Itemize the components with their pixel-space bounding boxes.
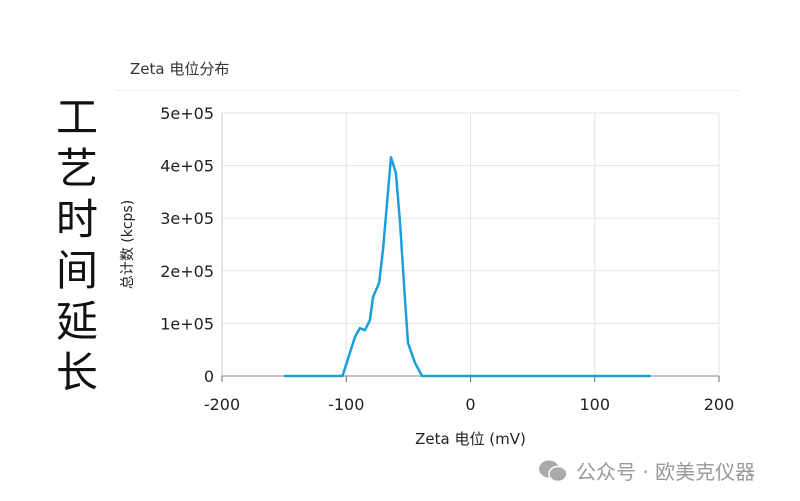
x-tick-label: -200: [204, 395, 240, 414]
wechat-icon: [539, 460, 568, 482]
side-label: 工艺时间延长: [55, 93, 98, 397]
x-tick-label: 200: [704, 395, 735, 414]
y-tick-label: 4e+05: [160, 157, 214, 176]
watermark-text: 公众号 · 欧美克仪器: [576, 460, 756, 484]
series-line: [284, 155, 651, 378]
y-tick-label: 0: [204, 367, 214, 386]
y-axis-label: 总计数 (kcps): [120, 200, 136, 289]
divider: [115, 90, 740, 91]
x-tick-label: -100: [328, 395, 364, 414]
y-tick-label: 1e+05: [160, 314, 214, 333]
y-tick-label: 3e+05: [160, 209, 214, 228]
y-tick-label: 2e+05: [160, 262, 214, 281]
panel-title: Zeta 电位分布: [130, 60, 230, 78]
x-axis-label: Zeta 电位 (mV): [415, 430, 526, 448]
x-tick-label: 100: [579, 395, 610, 414]
x-tick-label: 0: [465, 395, 475, 414]
watermark: 公众号 · 欧美克仪器: [538, 456, 755, 485]
y-tick-label: 5e+05: [160, 104, 214, 123]
